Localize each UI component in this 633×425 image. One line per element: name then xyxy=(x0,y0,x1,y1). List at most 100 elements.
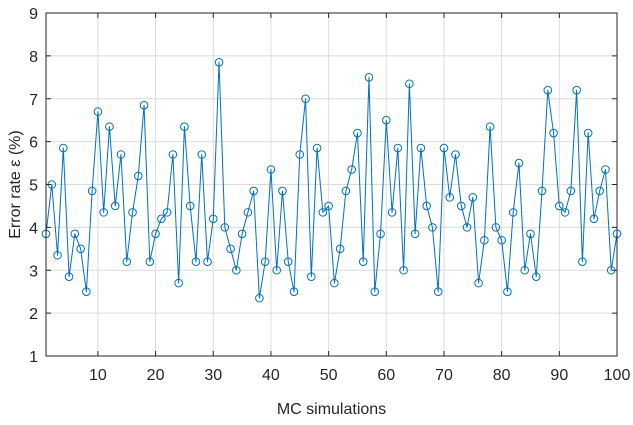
tick-marks xyxy=(46,12,618,357)
y-tick-label: 1 xyxy=(29,349,38,366)
y-tick-label: 5 xyxy=(29,178,38,195)
x-tick-label: 20 xyxy=(147,367,165,384)
data-point xyxy=(307,272,316,281)
data-point xyxy=(601,165,610,174)
data-point xyxy=(249,186,258,196)
x-axis-title: MC simulations xyxy=(277,401,386,418)
y-tick-label: 9 xyxy=(29,6,38,23)
data-point xyxy=(278,186,287,196)
data-point xyxy=(353,128,362,138)
y-tick-label: 3 xyxy=(29,263,38,280)
data-point xyxy=(162,208,172,217)
data-point xyxy=(589,214,599,224)
data-point xyxy=(428,223,437,232)
data-point xyxy=(272,265,282,275)
data-point xyxy=(289,287,299,296)
data-point xyxy=(87,186,97,196)
data-point xyxy=(203,257,212,266)
data-point xyxy=(341,186,351,196)
data-point xyxy=(422,201,431,211)
data-point xyxy=(70,229,80,239)
data-point xyxy=(318,208,328,217)
data-point xyxy=(232,265,241,275)
data-point xyxy=(295,150,305,159)
data-point xyxy=(180,122,189,131)
data-point xyxy=(526,229,535,239)
data-point xyxy=(347,165,356,174)
data-point xyxy=(145,257,155,266)
x-tick-label: 70 xyxy=(435,367,453,384)
data-point xyxy=(168,150,178,159)
data-point xyxy=(399,265,408,275)
data-point xyxy=(358,257,368,266)
data-point xyxy=(497,235,506,245)
data-point xyxy=(237,229,247,239)
data-point xyxy=(381,115,391,125)
data-point xyxy=(53,250,62,260)
y-axis-title: Error rate ε (%) xyxy=(7,130,24,238)
data-point xyxy=(335,244,345,254)
data-point xyxy=(503,287,512,296)
x-tick-label: 80 xyxy=(493,367,511,384)
y-tick-label: 6 xyxy=(29,135,38,152)
data-point xyxy=(520,265,530,275)
data-point xyxy=(110,201,120,211)
data-point xyxy=(462,223,472,232)
data-point xyxy=(549,128,558,138)
x-tick-label: 10 xyxy=(89,367,107,384)
data-point xyxy=(595,186,605,196)
data-point xyxy=(508,208,518,217)
data-point xyxy=(543,85,553,95)
data-point xyxy=(445,193,455,202)
tick-labels: 10 20 30 40 50 60 70 80 90 100 1 2 3 4 5 6 7 8 9 xyxy=(29,6,630,384)
data-point xyxy=(260,257,270,266)
x-tick-label: 100 xyxy=(604,367,631,384)
data-point xyxy=(474,278,483,288)
data-point xyxy=(266,165,276,174)
data-point xyxy=(59,143,68,153)
data-point xyxy=(301,94,310,104)
data-point xyxy=(214,58,224,67)
data-point xyxy=(64,272,74,281)
data-point xyxy=(583,128,593,138)
data-point xyxy=(157,214,166,224)
series-line xyxy=(45,61,618,299)
x-tick-label: 50 xyxy=(320,367,338,384)
data-point xyxy=(208,214,218,224)
data-point xyxy=(387,208,397,217)
data-point xyxy=(174,278,183,288)
data-point xyxy=(76,244,85,254)
data-point xyxy=(480,235,489,245)
data-point xyxy=(226,244,235,254)
data-point xyxy=(105,122,114,131)
data-point xyxy=(393,143,403,153)
x-tick-label: 90 xyxy=(550,367,568,384)
data-point xyxy=(468,193,478,202)
data-point xyxy=(255,293,264,303)
data-point xyxy=(537,186,547,196)
x-tick-label: 60 xyxy=(377,367,395,384)
data-point xyxy=(531,272,541,281)
data-point xyxy=(330,278,339,288)
data-point xyxy=(405,79,414,89)
data-point xyxy=(514,158,524,168)
data-point xyxy=(82,287,91,296)
data-point xyxy=(578,257,587,266)
data-point xyxy=(191,257,201,266)
data-point xyxy=(416,143,426,153)
data-point xyxy=(122,257,132,266)
data-point xyxy=(370,287,380,296)
data-point xyxy=(491,223,501,232)
data-point xyxy=(364,73,374,82)
data-point xyxy=(128,208,137,217)
data-point xyxy=(220,223,230,232)
y-tick-label: 4 xyxy=(29,220,38,237)
data-point xyxy=(99,208,108,217)
x-tick-label: 40 xyxy=(262,367,280,384)
data-point xyxy=(566,186,576,196)
data-point xyxy=(243,208,253,217)
y-tick-label: 7 xyxy=(29,92,38,109)
data-point xyxy=(139,100,149,110)
data-point xyxy=(451,150,460,159)
